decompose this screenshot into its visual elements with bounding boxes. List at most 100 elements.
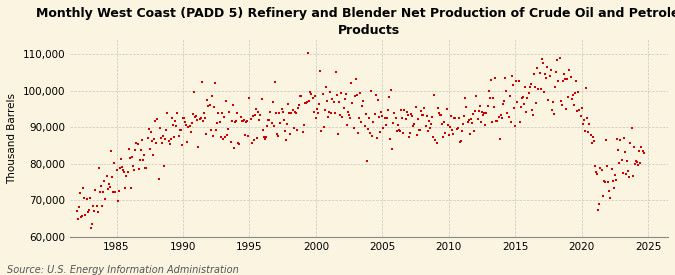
Point [395, 129, 406, 133]
Point [309, 94, 320, 98]
Point [637, 148, 648, 153]
Point [475, 104, 485, 109]
Point [551, 70, 562, 75]
Point [307, 96, 318, 100]
Point [383, 108, 394, 112]
Point [442, 123, 453, 127]
Point [186, 121, 197, 125]
Point [298, 122, 309, 127]
Point [235, 115, 246, 120]
Point [338, 105, 349, 110]
Point [176, 142, 187, 147]
Point [130, 148, 140, 152]
Point [451, 127, 462, 131]
Point [375, 130, 385, 134]
Point [360, 112, 371, 116]
Point [478, 112, 489, 117]
Point [586, 141, 597, 145]
Point [95, 189, 105, 194]
Point [480, 123, 491, 128]
Point [146, 139, 157, 143]
Point [549, 111, 560, 116]
Point [164, 142, 175, 147]
Point [131, 141, 142, 145]
Point [138, 158, 148, 162]
Point [635, 161, 646, 166]
Point [207, 94, 217, 98]
Point [231, 119, 242, 123]
Point [267, 100, 278, 104]
Point [399, 108, 410, 113]
Point [347, 101, 358, 105]
Point [435, 113, 446, 117]
Point [188, 112, 198, 117]
Point [543, 98, 554, 103]
Point [335, 112, 346, 117]
Point [84, 208, 95, 213]
Point [263, 117, 273, 122]
Point [443, 133, 454, 137]
Point [398, 131, 409, 136]
Point [314, 102, 325, 106]
Point [211, 127, 221, 132]
Point [357, 103, 368, 108]
Title: Monthly West Coast (PADD 5) Refinery and Blender Net Production of Crude Oil and: Monthly West Coast (PADD 5) Refinery and… [36, 7, 675, 37]
Point [411, 133, 422, 137]
Point [630, 158, 641, 163]
Point [385, 136, 396, 141]
Point [343, 110, 354, 114]
Point [595, 166, 606, 170]
Point [99, 179, 110, 183]
Point [504, 94, 515, 98]
Point [152, 117, 163, 121]
Point [337, 115, 348, 119]
Point [210, 81, 221, 86]
Point [346, 81, 356, 85]
Point [460, 96, 470, 101]
Point [234, 142, 245, 146]
Point [421, 114, 432, 119]
Point [238, 119, 248, 124]
Point [570, 91, 580, 95]
Point [283, 102, 294, 107]
Point [182, 140, 193, 144]
Point [323, 115, 333, 120]
Point [86, 226, 97, 231]
Point [246, 141, 257, 145]
Point [297, 129, 308, 134]
Point [142, 136, 153, 140]
Point [416, 113, 427, 117]
Point [201, 132, 212, 137]
Point [238, 118, 249, 122]
Point [584, 122, 595, 127]
Point [121, 174, 132, 178]
Point [408, 124, 418, 128]
Point [233, 141, 244, 145]
Point [593, 208, 603, 212]
Point [544, 73, 555, 78]
Point [84, 196, 95, 201]
Point [625, 141, 636, 145]
Point [568, 92, 578, 97]
Point [252, 136, 263, 141]
Point [245, 117, 256, 121]
Point [407, 114, 418, 119]
Point [473, 109, 484, 113]
Point [514, 120, 525, 124]
Point [501, 89, 512, 93]
Point [610, 172, 620, 177]
Point [274, 111, 285, 116]
Point [157, 141, 167, 145]
Point [359, 124, 370, 129]
Point [516, 96, 527, 100]
Point [542, 65, 553, 69]
Point [155, 136, 166, 140]
Point [410, 105, 421, 109]
Point [133, 167, 144, 171]
Point [518, 95, 529, 99]
Point [574, 107, 585, 112]
Point [541, 76, 551, 80]
Point [604, 189, 615, 193]
Point [464, 132, 475, 136]
Point [173, 134, 184, 138]
